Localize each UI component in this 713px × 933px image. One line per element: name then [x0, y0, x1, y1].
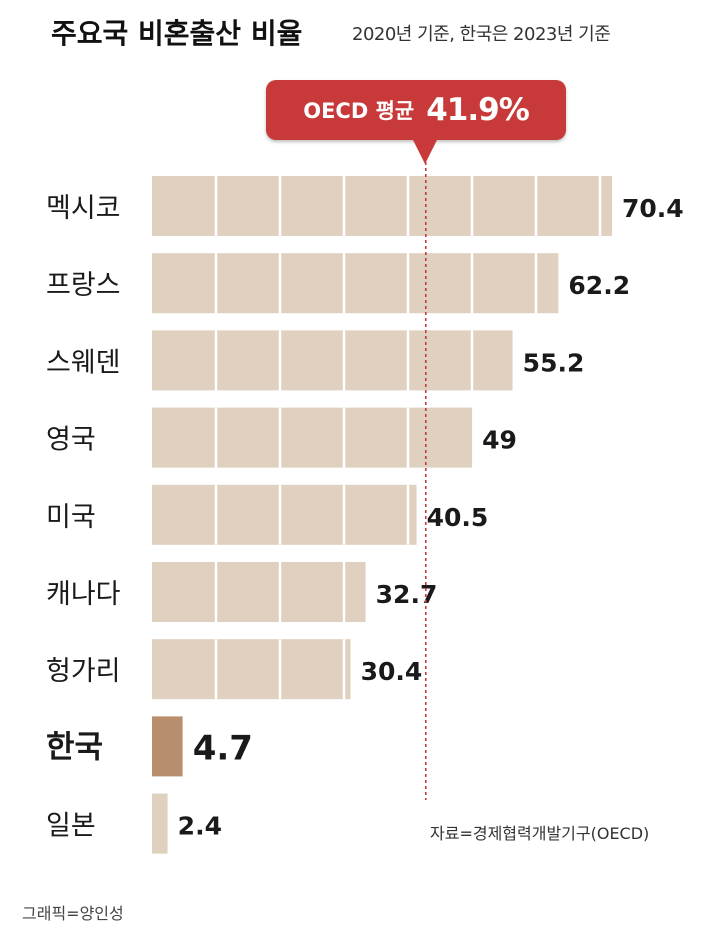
oecd-average-label: OECD 평균: [303, 99, 415, 123]
value-label-cat-2: 55.2: [523, 348, 585, 377]
category-label-cat-6: 헝가리: [46, 656, 121, 687]
chart-subtitle: 2020년 기준, 한국은 2023년 기준: [352, 24, 611, 45]
bar-cat-4: [152, 484, 417, 545]
bar-cat-1: [152, 253, 559, 314]
category-label-cat-7: 한국: [46, 729, 103, 765]
value-label-cat-5: 32.7: [376, 580, 438, 609]
bar-cat-0: [152, 176, 612, 236]
bar-cat-3: [152, 407, 473, 468]
oecd-average-value: 41.9%: [426, 92, 530, 128]
value-label-cat-7: 4.7: [193, 728, 253, 768]
value-label-cat-1: 62.2: [568, 271, 630, 300]
category-label-cat-0: 멕시코: [46, 193, 121, 224]
value-label-cat-8: 2.4: [178, 812, 222, 841]
bar-cat-7: [152, 716, 183, 777]
credit-note: 그래픽=양인성: [22, 904, 124, 923]
value-label-cat-3: 49: [482, 426, 517, 455]
oecd-average-callout: OECD 평균 41.9%: [266, 80, 566, 140]
source-note: 자료=경제협력개발기구(OECD): [430, 824, 650, 843]
category-label-cat-3: 영국: [46, 425, 96, 456]
category-label-cat-5: 캐나다: [46, 579, 121, 610]
category-label-cat-4: 미국: [46, 502, 96, 533]
bar-cat-6: [152, 639, 351, 700]
value-label-cat-6: 30.4: [361, 657, 423, 686]
bar-cat-5: [152, 562, 366, 622]
value-label-cat-0: 70.4: [622, 194, 684, 223]
category-label-cat-1: 프랑스: [46, 270, 121, 301]
bar-cat-2: [152, 330, 513, 391]
chart-title: 주요국 비혼출산 비율: [51, 17, 303, 50]
value-label-cat-4: 40.5: [427, 503, 489, 532]
callout-pointer: [412, 138, 438, 164]
bar-cat-8: [152, 793, 168, 854]
category-label-cat-8: 일본: [46, 811, 96, 842]
category-label-cat-2: 스웨덴: [46, 347, 121, 378]
